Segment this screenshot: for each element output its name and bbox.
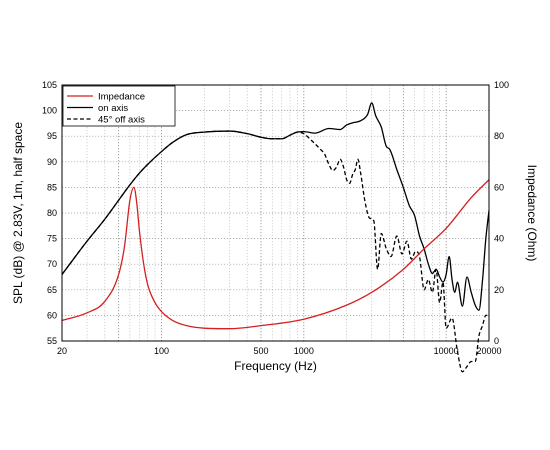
y-tick-label-left: 100 bbox=[42, 106, 57, 116]
y-tick-label-right: 20 bbox=[494, 285, 504, 295]
y-tick-label-left: 60 bbox=[47, 310, 57, 320]
x-tick-label: 500 bbox=[253, 346, 268, 356]
y-axis-title-left: SPL (dB) @ 2.83V, 1m, half space bbox=[11, 122, 25, 304]
y-tick-label-right: 80 bbox=[494, 131, 504, 141]
y-tick-label-left: 70 bbox=[47, 259, 57, 269]
y-tick-label-left: 90 bbox=[47, 157, 57, 167]
y-tick-label-left: 55 bbox=[47, 336, 57, 346]
x-tick-label: 10000 bbox=[434, 346, 459, 356]
legend-label-off-axis: 45° off axis bbox=[98, 115, 145, 126]
series-off-axis-line bbox=[61, 130, 489, 373]
x-tick-label: 100 bbox=[154, 346, 169, 356]
y-tick-label-left: 105 bbox=[42, 80, 57, 90]
y-tick-label-left: 80 bbox=[47, 208, 57, 218]
x-tick-label: 1000 bbox=[294, 346, 314, 356]
legend-label-impedance: Impedance bbox=[98, 92, 145, 103]
series-lines bbox=[61, 102, 490, 373]
legend: Impedance on axis 45° off axis bbox=[62, 85, 176, 127]
major-gridlines bbox=[62, 85, 489, 341]
x-axis-title: Frequency (Hz) bbox=[234, 359, 317, 373]
y-tick-label-right: 100 bbox=[494, 80, 509, 90]
x-tick-label: 20000 bbox=[476, 346, 501, 356]
y-tick-label-left: 95 bbox=[47, 131, 57, 141]
x-tick-label: 20 bbox=[57, 346, 67, 356]
tick-labels: 20 100 500 1000 10000 20000556065707580859095… bbox=[42, 80, 509, 356]
series-on-axis-line bbox=[61, 102, 490, 311]
y-tick-label-left: 85 bbox=[47, 182, 57, 192]
plot-frame bbox=[61, 84, 490, 342]
y-axis-title-right: Impedance (Ohm) bbox=[525, 165, 539, 262]
y-tick-label-right: 40 bbox=[494, 234, 504, 244]
y-tick-label-left: 75 bbox=[47, 234, 57, 244]
y-tick-label-left: 65 bbox=[47, 285, 57, 295]
y-tick-label-right: 60 bbox=[494, 182, 504, 192]
minor-gridlines bbox=[86, 85, 440, 341]
y-tick-label-right: 0 bbox=[494, 336, 499, 346]
series-impedance-line bbox=[61, 179, 490, 330]
legend-label-on-axis: on axis bbox=[98, 103, 128, 114]
